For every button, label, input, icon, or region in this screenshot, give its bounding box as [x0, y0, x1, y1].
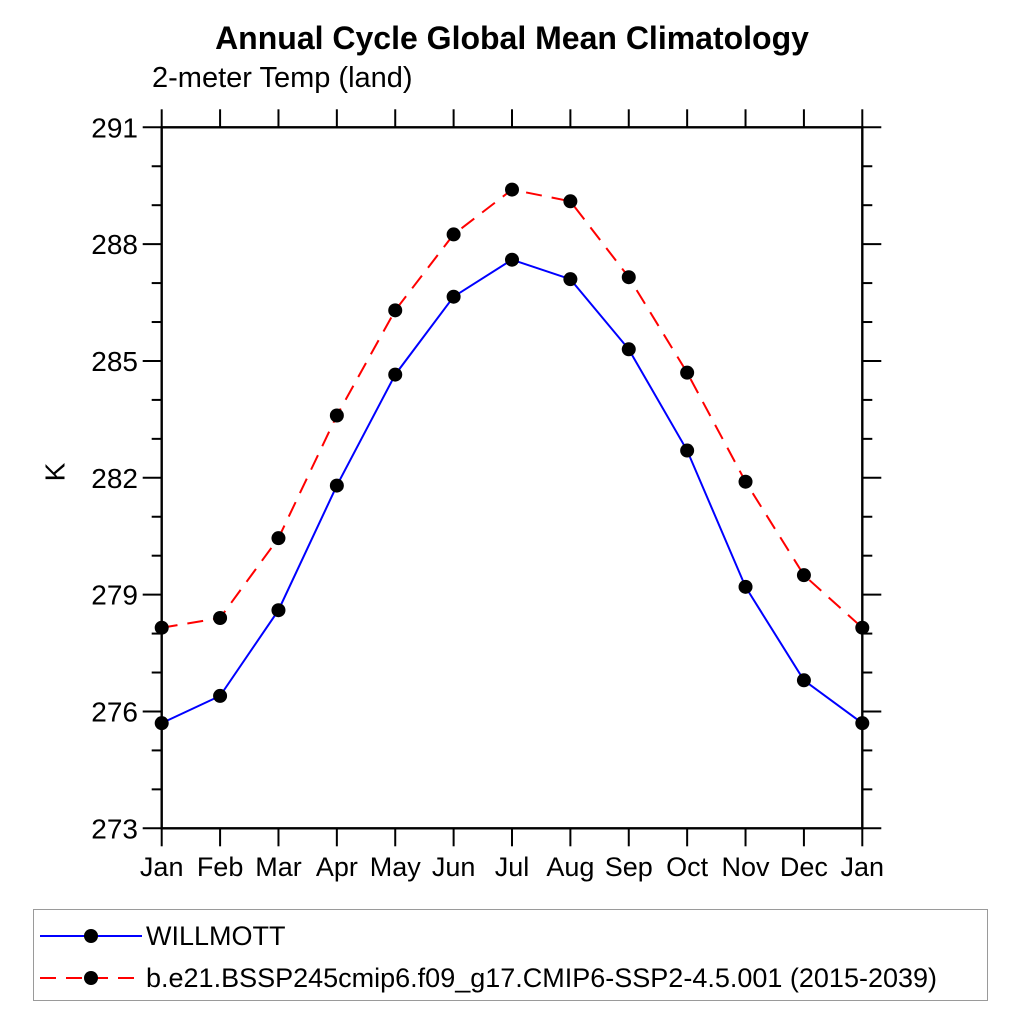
y-tick-label: 291: [91, 112, 138, 143]
x-tick-label: Sep: [605, 852, 653, 882]
x-tick-label: Nov: [722, 852, 771, 882]
y-tick-label: 285: [91, 346, 138, 377]
data-point-marker-s1-Sep: [621, 270, 636, 285]
data-point-marker-s0-Dec: [796, 673, 811, 688]
data-point-marker-s1-Oct: [680, 365, 695, 380]
data-point-marker-s1-Jun: [446, 227, 461, 242]
y-tick-label: 279: [91, 580, 138, 611]
chart-title: Annual Cycle Global Mean Climatology: [215, 20, 809, 56]
y-tick-label: 282: [91, 463, 138, 494]
data-point-marker-s1-Jan: [855, 620, 870, 635]
data-point-marker-s0-Mar: [271, 603, 286, 618]
x-tick-label: Jul: [495, 852, 530, 882]
y-tick-label: 288: [91, 229, 138, 260]
x-tick-label: Mar: [255, 852, 302, 882]
data-point-marker-s0-Nov: [738, 579, 753, 594]
data-point-marker-s0-Jun: [446, 289, 461, 304]
legend: WILLMOTT b.e21.BSSP245cmip6.f09_g17.CMIP…: [33, 909, 988, 1001]
data-point-marker-s1-Feb: [213, 611, 228, 625]
y-tick-label: 273: [91, 813, 138, 844]
data-point-marker-s0-Feb: [213, 688, 228, 703]
x-tick-label: Jun: [432, 852, 476, 882]
legend-sample-dashed-red-line: [40, 971, 142, 985]
plot-frame: [160, 126, 864, 830]
legend-sample-solid-blue-line: [40, 929, 142, 943]
x-tick-label: Oct: [666, 852, 709, 882]
x-tick-label: Apr: [316, 852, 358, 882]
data-point-marker-s1-Dec: [796, 568, 811, 583]
data-point-marker-s1-Nov: [738, 474, 753, 489]
data-point-marker-s0-Sep: [621, 342, 636, 357]
data-point-marker-s0-Jan: [855, 716, 870, 731]
data-point-marker-s1-Jan: [154, 620, 169, 635]
data-point-marker-s0-Apr: [329, 478, 344, 493]
data-point-marker-s0-Oct: [680, 443, 695, 458]
legend-marker-dot: [84, 971, 98, 985]
data-point-marker-s1-Mar: [271, 531, 286, 546]
data-point-marker-s1-Apr: [329, 408, 344, 423]
x-tick-label: Jan: [140, 852, 184, 882]
data-point-marker-s0-Aug: [563, 272, 578, 287]
x-tick-label: Jan: [841, 852, 885, 882]
y-tick-label: 276: [91, 696, 138, 727]
x-tick-label: Feb: [197, 852, 244, 882]
legend-label-willmott: WILLMOTT: [146, 920, 286, 951]
legend-entry-model: b.e21.BSSP245cmip6.f09_g17.CMIP6-SSP2-4.…: [38, 958, 937, 998]
x-tick-label: Dec: [780, 852, 828, 882]
series-line-0: [161, 258, 863, 725]
data-point-marker-s1-Aug: [563, 194, 578, 209]
x-tick-label: Aug: [546, 852, 594, 882]
variable-axis-title: 2-meter Temp (land): [152, 62, 413, 94]
data-point-marker-s0-May: [388, 367, 403, 382]
data-point-marker-s0-Jan: [154, 716, 169, 731]
legend-entry-willmott: WILLMOTT: [38, 916, 286, 956]
data-point-marker-s1-May: [388, 303, 403, 318]
legend-label-model: b.e21.BSSP245cmip6.f09_g17.CMIP6-SSP2-4.…: [146, 962, 938, 993]
data-point-marker-s0-Jul: [505, 252, 519, 267]
data-point-marker-s1-Jul: [505, 182, 519, 197]
legend-marker-dot: [84, 929, 98, 943]
x-tick-label: May: [370, 852, 422, 882]
